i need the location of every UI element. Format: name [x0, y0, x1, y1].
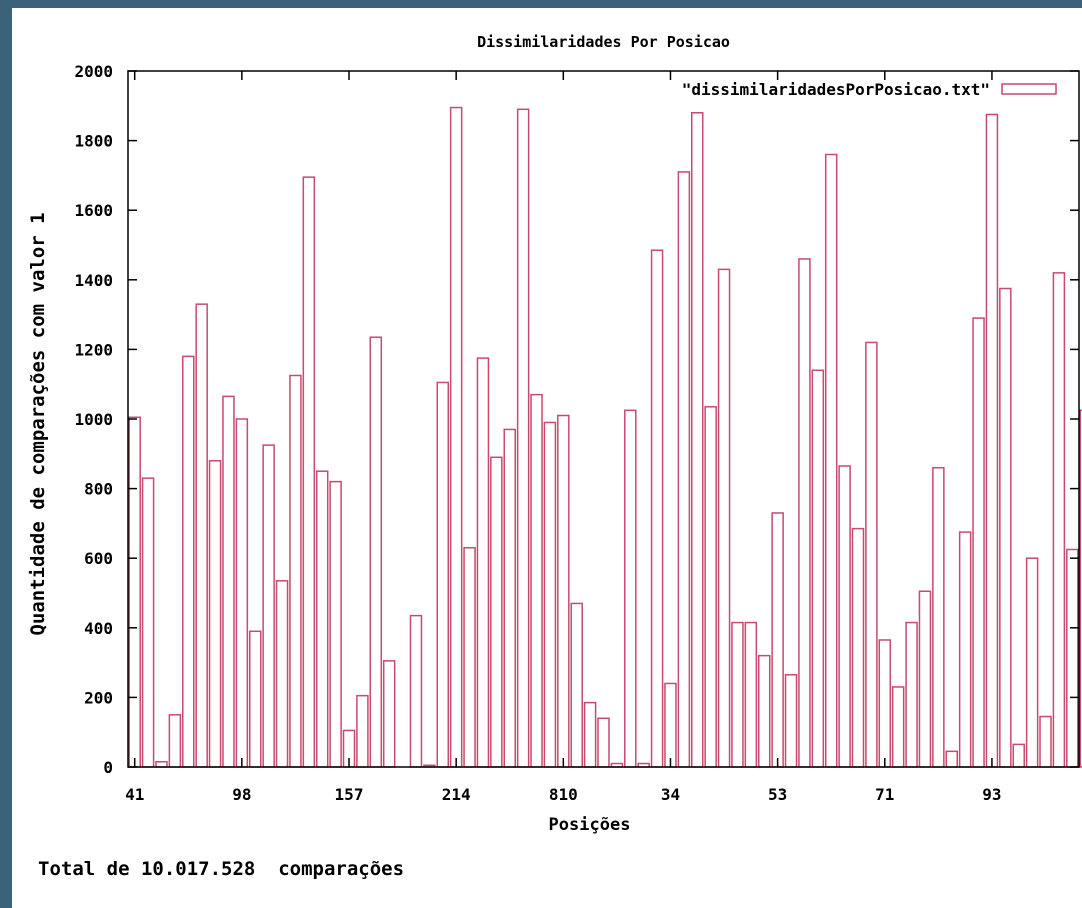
bar [302, 176, 316, 768]
bar [784, 674, 798, 768]
x-tick-label: 98 [232, 785, 251, 804]
bar [543, 421, 557, 768]
bar [436, 381, 450, 768]
bar [557, 414, 570, 768]
bar [315, 470, 329, 768]
x-tick-label: 810 [549, 785, 578, 804]
bar [905, 621, 918, 768]
bar [182, 355, 195, 768]
bar [824, 153, 838, 768]
bar [1025, 557, 1039, 768]
bar [1066, 548, 1079, 768]
legend-label: "dissimilaridadesPorPosicao.txt" [682, 80, 990, 99]
bar [235, 418, 249, 768]
window-frame-left [0, 0, 12, 908]
x-tick-label: 214 [442, 785, 471, 804]
bar [597, 717, 610, 768]
y-tick-label: 1800 [74, 132, 113, 151]
bar [972, 317, 985, 768]
x-tick-label: 41 [125, 785, 144, 804]
bar [1079, 409, 1082, 768]
bar [208, 460, 222, 768]
bar [771, 512, 784, 768]
bar [731, 621, 744, 768]
bar [932, 466, 945, 768]
bar [1012, 743, 1025, 768]
x-tick-label: 71 [875, 785, 894, 804]
bar [449, 106, 463, 768]
x-tick-label: 34 [661, 785, 680, 804]
legend-swatch [1001, 83, 1057, 95]
bar [985, 113, 999, 768]
y-tick-label: 1600 [74, 201, 113, 220]
bar [289, 374, 302, 768]
bar [356, 694, 369, 768]
bar [141, 477, 155, 768]
y-tick-label: 1000 [74, 410, 113, 429]
bar [275, 580, 289, 768]
bar [1039, 715, 1052, 768]
bar [744, 621, 758, 768]
bar [329, 480, 342, 768]
bar [248, 630, 262, 768]
y-axis-label: Quantidade de comparações com valor 1 [27, 212, 49, 635]
bar [128, 416, 141, 768]
bar [369, 336, 383, 768]
bar [757, 654, 771, 768]
bar [168, 714, 182, 768]
total-comparisons-text: Total de 10.017.528 comparações [38, 858, 405, 880]
x-tick-label: 53 [768, 785, 787, 804]
bar [878, 639, 892, 768]
y-tick-label: 600 [84, 549, 113, 568]
bar [476, 357, 490, 768]
plot-frame [127, 70, 1080, 768]
bar [490, 456, 503, 768]
bar [155, 761, 168, 768]
bar [704, 406, 717, 768]
bar [838, 465, 851, 768]
bar [624, 409, 637, 768]
bar [717, 268, 731, 768]
bar [851, 527, 865, 768]
y-tick-label: 200 [84, 688, 113, 707]
bar [503, 428, 516, 768]
bar [691, 112, 704, 768]
bar [650, 249, 664, 768]
bar [865, 341, 878, 768]
bar [891, 686, 905, 768]
y-tick-label: 1400 [74, 271, 113, 290]
bar [195, 303, 208, 768]
window-frame-top [0, 0, 1082, 8]
bar [222, 395, 235, 768]
bar [999, 287, 1012, 768]
x-axis-label: Posições [549, 815, 631, 835]
y-tick-label: 0 [103, 758, 113, 777]
bar [677, 171, 691, 768]
bar [262, 444, 275, 768]
bar [570, 602, 583, 768]
bar [918, 590, 932, 768]
bar [1052, 272, 1066, 768]
bar [463, 547, 476, 768]
bar [583, 701, 597, 768]
bar [798, 258, 811, 768]
bar [664, 682, 677, 768]
bar [811, 369, 825, 768]
chart-title: Dissimilaridades Por Posicao [477, 33, 730, 51]
bar [382, 660, 396, 768]
bar [530, 393, 543, 768]
bar [945, 750, 959, 768]
bar [516, 108, 530, 768]
bar [409, 614, 423, 768]
y-tick-label: 400 [84, 619, 113, 638]
x-tick-label: 93 [982, 785, 1001, 804]
x-tick-label: 157 [335, 785, 364, 804]
bar-chart: Dissimilaridades Por Posicao 0 200 400 600 80… [27, 33, 1082, 835]
y-tick-label: 2000 [74, 62, 113, 81]
y-tick-label: 1200 [74, 340, 113, 359]
bar [958, 531, 972, 768]
y-tick-label: 800 [84, 480, 113, 499]
